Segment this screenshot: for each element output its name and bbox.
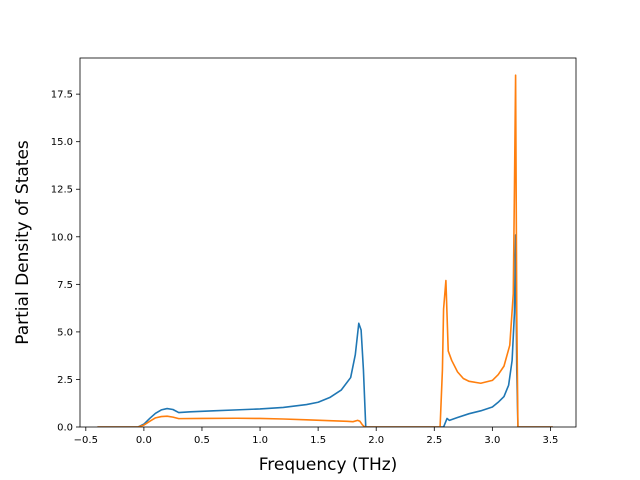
x-tick-label: 1.5 <box>310 435 326 446</box>
x-tick-label: 2.0 <box>368 435 384 446</box>
y-tick-label: 7.5 <box>57 280 73 291</box>
x-tick-label: 3.5 <box>542 435 558 446</box>
y-axis-ticks: 0.0 2.5 5.0 7.5 10.0 12.5 15.0 17.5 <box>51 90 80 434</box>
plot-lines <box>97 74 553 427</box>
x-tick-label: 3.0 <box>484 435 500 446</box>
x-tick-label: 1.0 <box>252 435 268 446</box>
x-tick-label: −0.5 <box>74 435 98 446</box>
series-line-1 <box>97 234 553 427</box>
x-tick-label: 2.5 <box>426 435 442 446</box>
series-line-2 <box>97 74 553 427</box>
x-axis-ticks: −0.5 0.0 0.5 1.0 1.5 2.0 2.5 3.0 3.5 <box>74 427 558 446</box>
x-tick-label: 0.0 <box>136 435 152 446</box>
y-tick-label: 2.5 <box>57 375 73 386</box>
y-tick-label: 10.0 <box>51 232 73 243</box>
x-axis-label: Frequency (THz) <box>259 455 398 475</box>
x-tick-label: 0.5 <box>194 435 210 446</box>
y-tick-label: 12.5 <box>51 185 73 196</box>
y-tick-label: 15.0 <box>51 137 73 148</box>
y-tick-label: 5.0 <box>57 327 73 338</box>
plot-frame <box>79 57 577 428</box>
y-tick-label: 17.5 <box>51 90 73 101</box>
y-tick-label: 0.0 <box>57 423 73 434</box>
y-axis-label: Partial Density of States <box>13 140 33 345</box>
